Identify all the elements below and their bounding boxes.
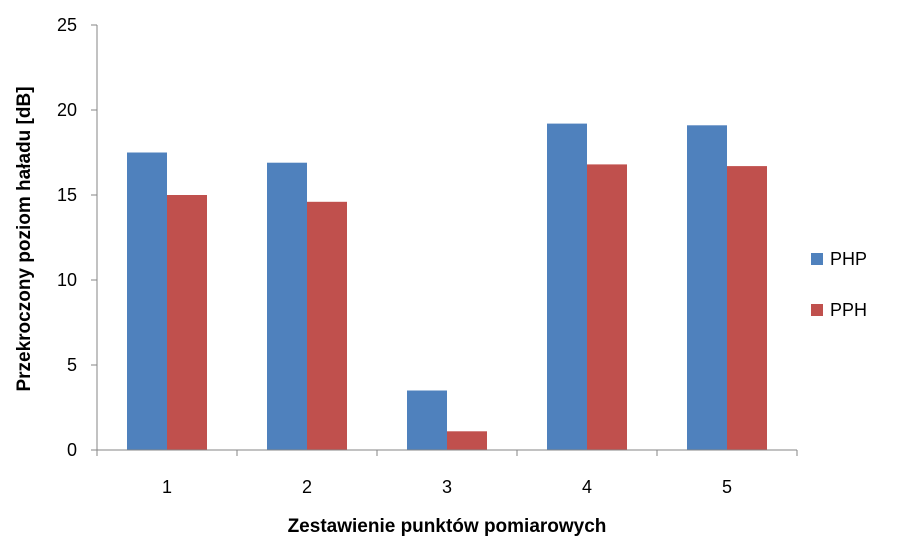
y-ticks: 0 5 10 15 20 25 — [57, 15, 97, 460]
x-ticks: 1 2 3 4 5 — [96, 450, 798, 497]
legend: PHP PPH — [811, 249, 867, 320]
x-tick-label: 4 — [582, 477, 592, 497]
legend-swatch-php — [811, 253, 823, 265]
y-tick-label: 20 — [57, 100, 77, 120]
bar-php-4 — [547, 123, 587, 450]
x-tick-label: 5 — [722, 477, 732, 497]
bar-php-1 — [127, 152, 167, 450]
bar-pph-4 — [587, 164, 627, 450]
x-tick-label: 2 — [302, 477, 312, 497]
y-tick-label: 0 — [67, 440, 77, 460]
legend-label-php: PHP — [830, 249, 867, 269]
bar-php-3 — [407, 390, 447, 450]
y-axis-title: Przekroczony poziom haładu [dB] — [14, 86, 35, 391]
bar-php-5 — [687, 125, 727, 451]
legend-swatch-pph — [811, 304, 823, 316]
x-axis-title: Zestawienie punktów pomiarowych — [288, 516, 607, 537]
legend-label-pph: PPH — [830, 300, 867, 320]
y-tick-label: 10 — [57, 270, 77, 290]
x-tick-label: 1 — [162, 477, 172, 497]
y-tick-label: 25 — [57, 15, 77, 35]
bars-layer — [127, 123, 767, 451]
bar-pph-3 — [447, 431, 487, 450]
y-tick-label: 5 — [67, 355, 77, 375]
bar-php-2 — [267, 162, 307, 450]
bar-pph-5 — [727, 166, 767, 450]
y-tick-label: 15 — [57, 185, 77, 205]
bar-pph-2 — [307, 201, 347, 450]
x-tick-label: 3 — [442, 477, 452, 497]
bar-pph-1 — [167, 195, 207, 450]
